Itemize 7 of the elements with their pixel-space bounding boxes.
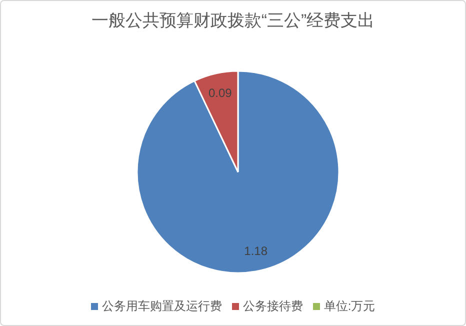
legend-label: 单位:万元 (322, 298, 376, 315)
chart-title: 一般公共预算财政拨款“三公”经费支出 (90, 10, 376, 32)
pie-slice (136, 70, 340, 274)
data-label: 1.18 (244, 244, 268, 258)
data-label: 0.09 (208, 86, 232, 100)
legend-label: 公务接待费 (242, 298, 303, 315)
legend-label: 公务用车购置及运行费 (100, 298, 222, 315)
